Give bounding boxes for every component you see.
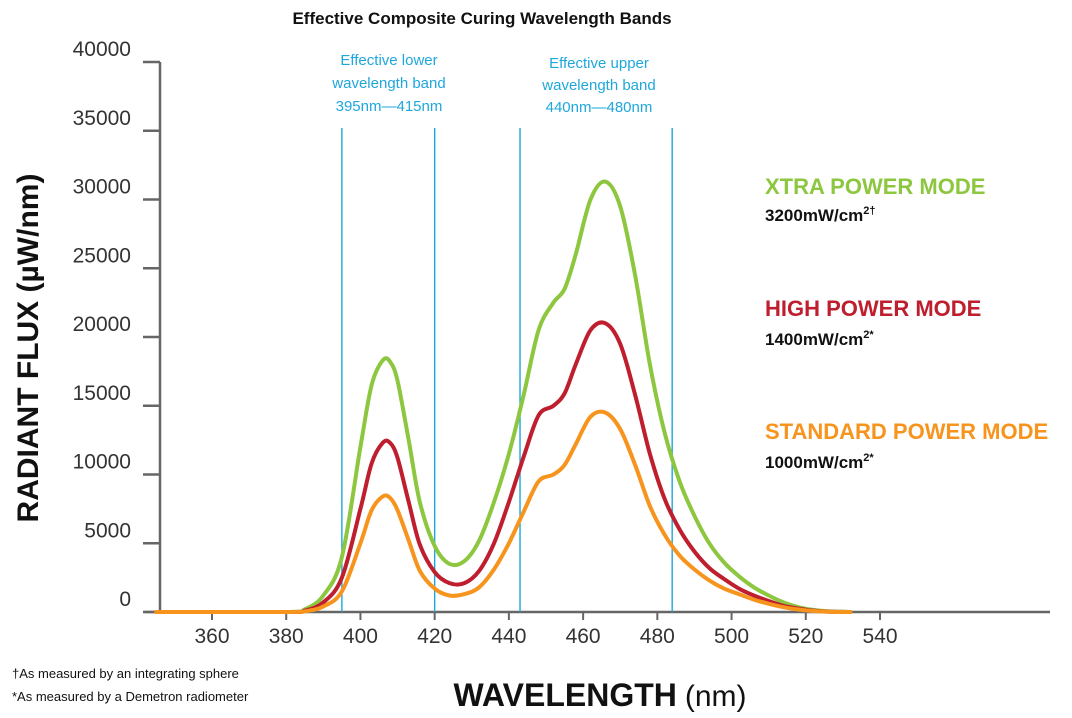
y-tick-label: 35000 <box>73 107 131 130</box>
legend-high-power-value: 1400mW/cm2* <box>765 329 874 349</box>
footnote-demetron-radiometer: *As measured by a Demetron radiometer <box>12 689 249 704</box>
series-group <box>154 179 853 615</box>
upper-band-label-line2: wavelength band <box>541 77 655 94</box>
x-tick-label: 400 <box>343 625 378 648</box>
lower-band-label-line2: wavelength band <box>331 75 445 92</box>
x-axis-label: WAVELENGTH (nm) <box>453 677 746 713</box>
y-tick-label: 10000 <box>73 451 131 474</box>
y-tick-label: 5000 <box>84 519 131 542</box>
legend-standard-power-mode: STANDARD POWER MODE <box>765 419 1048 444</box>
legend-standard-power-value: 1000mW/cm2* <box>765 452 874 472</box>
y-tick-label: 25000 <box>73 244 131 267</box>
x-tick-label: 500 <box>714 625 749 648</box>
footnote-integrating-sphere: †As measured by an integrating sphere <box>12 666 239 681</box>
high-power-mode-line <box>154 320 853 615</box>
x-tick-label: 520 <box>788 625 823 648</box>
standard-power-mode-line <box>154 409 853 615</box>
upper-band-label-line1: Effective upper <box>549 55 649 72</box>
xtra-power-mode-line <box>154 179 853 615</box>
x-tick-label: 380 <box>269 625 304 648</box>
x-ticks: 360 380 400 420 440 460 480 500 520 540 <box>194 612 898 648</box>
y-tick-label: 15000 <box>73 382 131 405</box>
y-tick-label: 0 <box>119 588 131 611</box>
x-tick-label: 480 <box>640 625 675 648</box>
band-lines <box>341 128 673 612</box>
x-tick-label: 360 <box>194 625 229 648</box>
lower-band-label-line1: Effective lower <box>340 52 437 69</box>
legend-high-power-mode: HIGH POWER MODE <box>765 296 981 321</box>
x-tick-label: 440 <box>491 625 526 648</box>
lower-band-label-line3: 395nm—415nm <box>336 98 443 115</box>
chart-title: Effective Composite Curing Wavelength Ba… <box>292 9 671 28</box>
y-tick-label: 30000 <box>73 176 131 199</box>
y-tick-label: 20000 <box>73 313 131 336</box>
y-ticks: 0 5000 10000 15000 20000 25000 30000 35000 40000 <box>73 38 160 614</box>
legend-xtra-power-value: 3200mW/cm2† <box>765 205 876 225</box>
x-tick-label: 540 <box>862 625 897 648</box>
upper-band-label-line3: 440nm—480nm <box>546 99 653 116</box>
x-tick-label: 420 <box>417 625 452 648</box>
y-tick-label: 40000 <box>73 38 131 61</box>
x-tick-label: 460 <box>566 625 601 648</box>
legend-xtra-power-mode: XTRA POWER MODE <box>765 174 985 199</box>
y-axis-label: RADIANT FLUX (µW/nm) <box>12 174 45 523</box>
